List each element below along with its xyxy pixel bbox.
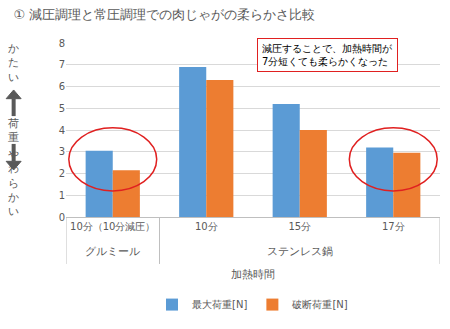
svg-text:やわらかい: やわらかい (8, 148, 19, 218)
svg-text:3: 3 (59, 146, 65, 157)
svg-text:17分: 17分 (382, 221, 405, 232)
svg-text:7: 7 (59, 59, 65, 70)
svg-text:2: 2 (59, 168, 65, 179)
svg-text:① 減圧調理と常圧調理での肉じゃがの柔らかさ比較: ① 減圧調理と常圧調理での肉じゃがの柔らかさ比較 (14, 7, 316, 22)
svg-text:ステンレス鍋: ステンレス鍋 (267, 245, 333, 258)
svg-text:かたい: かたい (8, 42, 19, 84)
svg-text:1: 1 (59, 190, 65, 201)
svg-text:4: 4 (59, 125, 65, 136)
svg-text:0: 0 (59, 212, 65, 223)
svg-text:破断荷重[N]: 破断荷重[N] (291, 299, 347, 310)
svg-text:最大荷重[N]: 最大荷重[N] (192, 299, 247, 310)
svg-text:加熱時間: 加熱時間 (231, 268, 275, 281)
svg-text:10分（10分減圧）: 10分（10分減圧） (70, 221, 155, 232)
svg-text:10分: 10分 (195, 221, 218, 232)
svg-text:減圧することで、加熱時間が7分短くても柔らかくなった: 減圧することで、加熱時間が7分短くても柔らかくなった (262, 43, 393, 67)
svg-text:荷重: 荷重 (8, 117, 19, 144)
svg-text:8: 8 (59, 38, 65, 49)
svg-text:5: 5 (59, 103, 65, 114)
svg-text:15分: 15分 (288, 221, 311, 232)
svg-text:グルミール: グルミール (85, 245, 140, 258)
svg-text:6: 6 (59, 81, 65, 92)
